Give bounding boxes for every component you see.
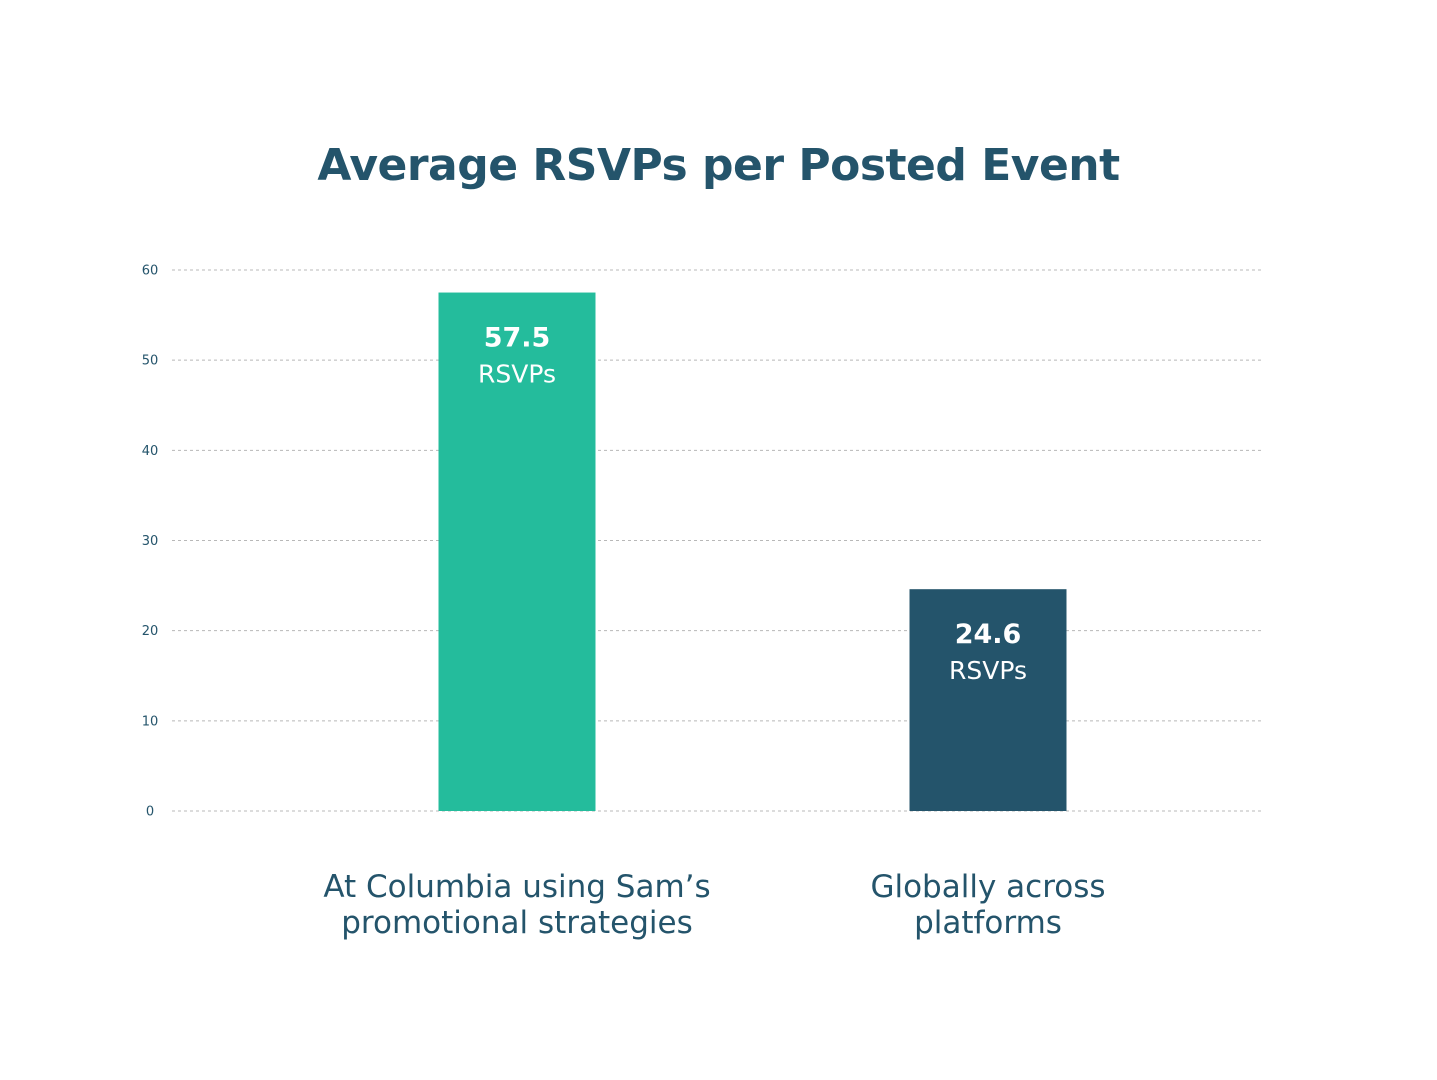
bars	[438, 292, 1067, 812]
category-label-2-line-2: platforms	[914, 905, 1062, 941]
y-tick-label-60: 60	[142, 264, 159, 279]
chart-title: Average RSVPs per Posted Event	[317, 140, 1120, 191]
bar-unit-label-2: RSVPs	[949, 656, 1027, 685]
category-label-1-line-2: promotional strategies	[341, 905, 693, 941]
gridlines	[172, 269, 1262, 812]
category-label-1-line-1: At Columbia using Sam’s	[323, 869, 710, 905]
y-tick-label-50: 50	[142, 354, 159, 369]
bar-value-label-1: 57.5	[484, 323, 551, 354]
bar-value-label-2: 24.6	[955, 619, 1022, 650]
y-tick-label-20: 20	[142, 624, 159, 639]
y-tick-label-10: 10	[142, 714, 159, 729]
bar-1	[438, 292, 596, 812]
y-tick-label-30: 30	[142, 534, 159, 549]
bar-2	[909, 589, 1067, 811]
y-tick-label-0: 0	[146, 805, 154, 820]
y-tick-label-40: 40	[142, 444, 159, 459]
bar-unit-label-1: RSVPs	[478, 360, 556, 389]
bar-value-labels: 57.5 RSVPs 24.6 RSVPs	[478, 323, 1027, 686]
category-label-2-line-1: Globally across	[870, 869, 1105, 905]
y-axis-ticks: 0 10 20 30 40 50 60	[142, 264, 159, 820]
